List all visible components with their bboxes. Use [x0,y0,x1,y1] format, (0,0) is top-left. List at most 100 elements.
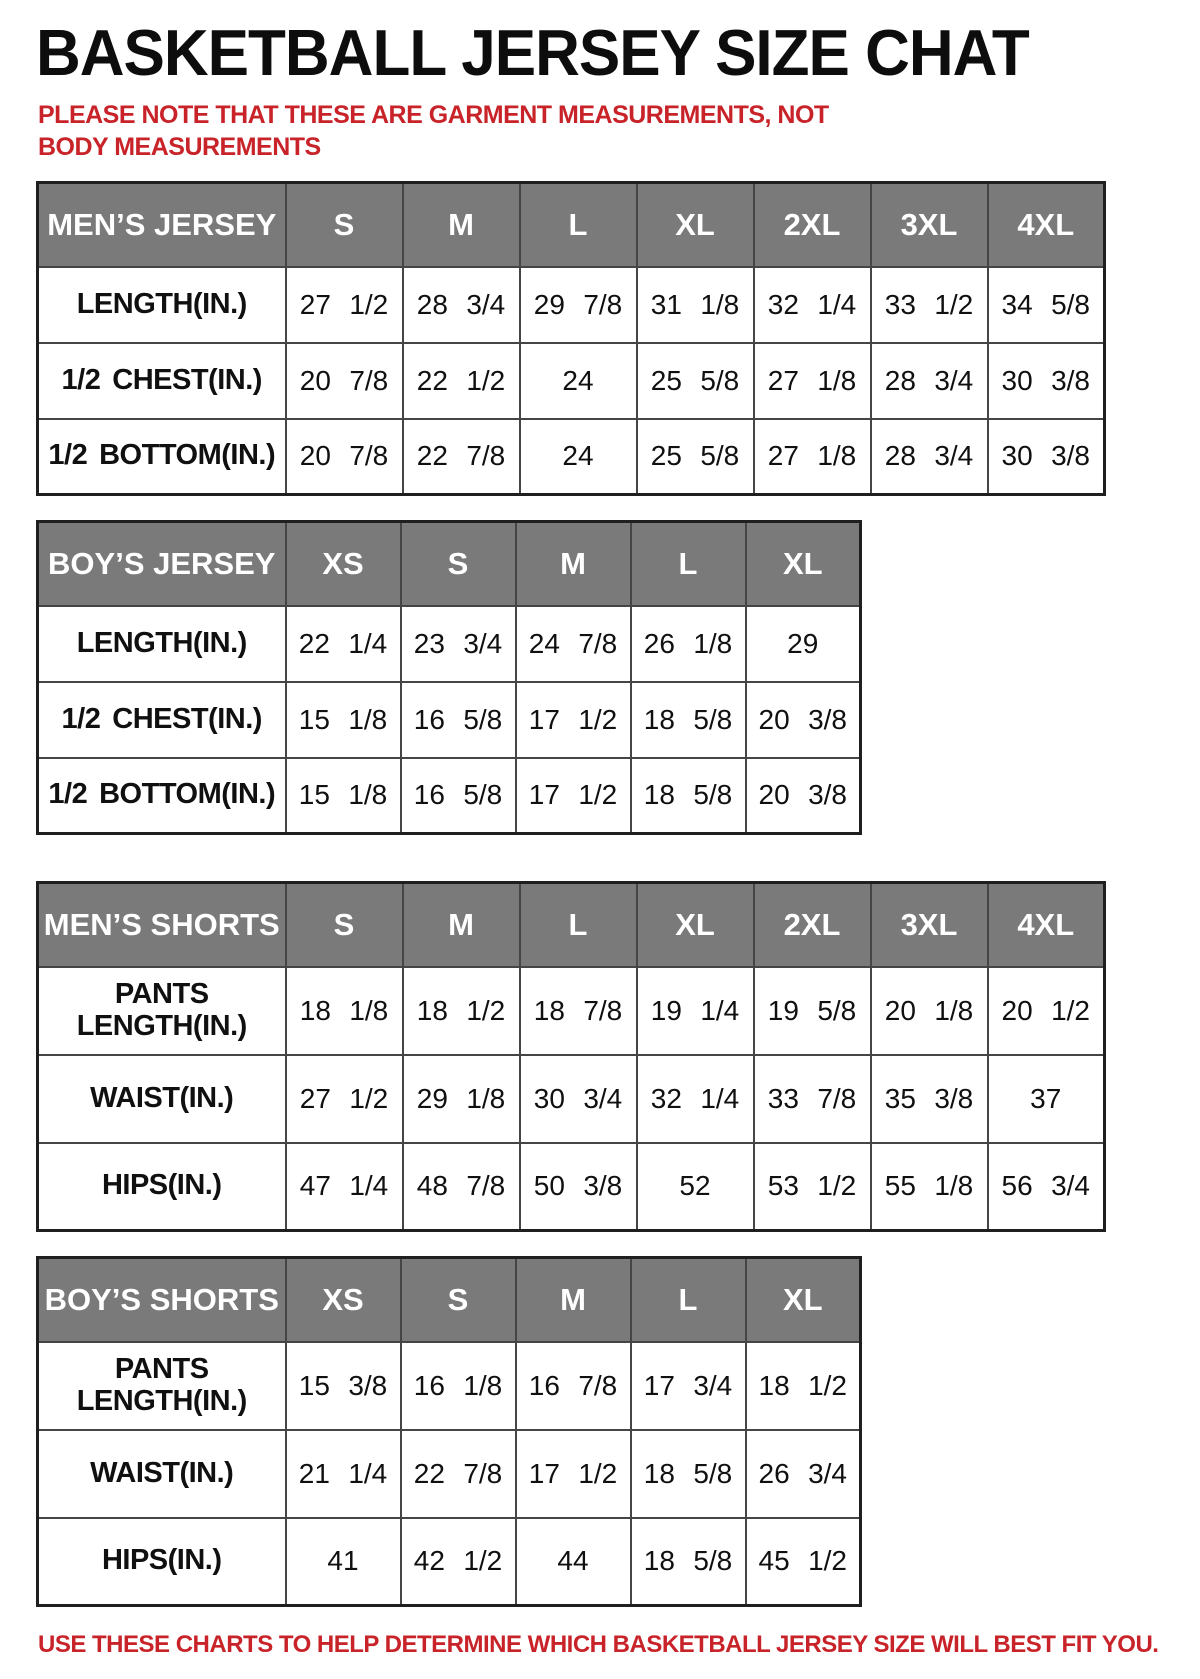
size-column-header: 3XL [869,181,989,268]
size-value-cell: 48 7/8 [401,1141,521,1232]
size-value-cell: 23 3/4 [399,604,517,683]
size-value-cell: 18 7/8 [518,965,638,1056]
size-value-cell: 18 5/8 [629,1516,747,1607]
size-value-cell: 29 1/8 [401,1053,521,1144]
size-value-cell: 18 5/8 [629,1428,747,1519]
size-value-cell: 18 1/2 [744,1340,862,1431]
size-column-header: M [401,881,521,968]
row-label: WAIST(IN.) [36,1053,287,1144]
size-value-cell: 18 5/8 [629,680,747,759]
size-value-cell: 27 1/2 [284,1053,404,1144]
size-value-cell: 28 3/4 [401,265,521,344]
table-row: HIPS(IN.) 41 42 1/2 44 18 5/8 45 1/2 [36,1516,862,1607]
size-value-cell: 16 5/8 [399,680,517,759]
size-column-header: XS [284,520,402,607]
size-value-cell: 16 7/8 [514,1340,632,1431]
size-value-cell: 20 1/8 [869,965,989,1056]
size-value-cell: 17 1/2 [514,1428,632,1519]
size-value-cell: 20 3/8 [744,680,862,759]
size-column-header: M [514,520,632,607]
size-value-cell: 30 3/8 [986,417,1106,496]
size-column-header: L [629,1256,747,1343]
table-row: PANTS LENGTH(IN.) 15 3/8 16 1/8 16 7/8 17 3/… [36,1340,862,1431]
size-column-header: XL [635,881,755,968]
size-value-cell: 22 7/8 [401,417,521,496]
size-column-header: M [514,1256,632,1343]
row-label: 1/2 CHEST(IN.) [36,680,287,759]
size-value-cell: 33 7/8 [752,1053,872,1144]
size-value-cell: 52 [635,1141,755,1232]
table-row: LENGTH(IN.) 27 1/2 28 3/4 29 7/8 31 1/8 32 1/… [36,265,1106,344]
size-column-header: M [401,181,521,268]
row-label: LENGTH(IN.) [36,265,287,344]
size-value-cell: 31 1/8 [635,265,755,344]
size-value-cell: 24 7/8 [514,604,632,683]
size-value-cell: 47 1/4 [284,1141,404,1232]
table-header-row: MEN’S SHORTS S M L XL 2XL 3XL 4XL [36,881,1106,968]
table-title-cell: BOY’S JERSEY [36,520,287,607]
row-label: 1/2 BOTTOM(IN.) [36,756,287,835]
table-row: WAIST(IN.) 21 1/4 22 7/8 17 1/2 18 5/8 26 3/4 [36,1428,862,1519]
size-value-cell: 26 3/4 [744,1428,862,1519]
size-column-header: 2XL [752,181,872,268]
table-row: PANTS LENGTH(IN.) 18 1/8 18 1/2 18 7/8 19 1/… [36,965,1106,1056]
size-value-cell: 22 1/4 [284,604,402,683]
size-value-cell: 53 1/2 [752,1141,872,1232]
size-value-cell: 30 3/4 [518,1053,638,1144]
size-column-header: S [399,1256,517,1343]
size-value-cell: 15 3/8 [284,1340,402,1431]
size-value-cell: 19 5/8 [752,965,872,1056]
size-value-cell: 20 7/8 [284,417,404,496]
size-column-header: XL [635,181,755,268]
size-column-header: XL [744,1256,862,1343]
size-value-cell: 17 3/4 [629,1340,747,1431]
row-label: HIPS(IN.) [36,1516,287,1607]
size-value-cell: 26 1/8 [629,604,747,683]
size-value-cell: 28 3/4 [869,417,989,496]
row-label: HIPS(IN.) [36,1141,287,1232]
size-column-header: S [399,520,517,607]
size-table-boys-shorts: BOY’S SHORTS XS S M L XL PANTS LENGTH(IN.) 15 3… [36,1256,862,1608]
size-value-cell: 22 7/8 [399,1428,517,1519]
size-value-cell: 25 5/8 [635,341,755,420]
size-table-boys-jersey: BOY’S JERSEY XS S M L XL LENGTH(IN.) 22 1/4 23 3… [36,520,862,836]
table-header-row: BOY’S SHORTS XS S M L XL [36,1256,862,1343]
size-value-cell: 18 5/8 [629,756,747,835]
row-label: 1/2 CHEST(IN.) [36,341,287,420]
table-title-cell: BOY’S SHORTS [36,1256,287,1343]
size-value-cell: 35 3/8 [869,1053,989,1144]
row-label: PANTS LENGTH(IN.) [36,965,287,1056]
size-value-cell: 27 1/8 [752,417,872,496]
table-row: 1/2 BOTTOM(IN.) 20 7/8 22 7/8 24 25 5/8 27 1/… [36,417,1106,496]
garment-measurement-note: PLEASE NOTE THAT THESE ARE GARMENT MEASU… [38,101,829,162]
row-label: PANTS LENGTH(IN.) [36,1340,287,1431]
size-column-header: S [284,181,404,268]
size-value-cell: 28 3/4 [869,341,989,420]
page-title: BASKETBALL JERSEY SIZE CHAT [36,17,1030,90]
size-value-cell: 27 1/2 [284,265,404,344]
size-column-header: XS [284,1256,402,1343]
row-label: WAIST(IN.) [36,1428,287,1519]
size-value-cell: 50 3/8 [518,1141,638,1232]
row-label: 1/2 BOTTOM(IN.) [36,417,287,496]
table-row: WAIST(IN.) 27 1/2 29 1/8 30 3/4 32 1/4 33 7/8… [36,1053,1106,1144]
size-column-header: L [518,881,638,968]
size-value-cell: 45 1/2 [744,1516,862,1607]
size-value-cell: 30 3/8 [986,341,1106,420]
size-value-cell: 41 [284,1516,402,1607]
size-value-cell: 33 1/2 [869,265,989,344]
size-value-cell: 20 7/8 [284,341,404,420]
size-column-header: L [518,181,638,268]
size-value-cell: 20 3/8 [744,756,862,835]
size-table-mens-shorts: MEN’S SHORTS S M L XL 2XL 3XL 4XL PANTS LENGTH(I… [36,881,1106,1233]
size-column-header: 4XL [986,881,1106,968]
size-value-cell: 29 7/8 [518,265,638,344]
size-column-header: 3XL [869,881,989,968]
table-row: LENGTH(IN.) 22 1/4 23 3/4 24 7/8 26 1/8 29 [36,604,862,683]
size-value-cell: 25 5/8 [635,417,755,496]
size-column-header: 4XL [986,181,1106,268]
size-value-cell: 32 1/4 [752,265,872,344]
size-column-header: L [629,520,747,607]
size-value-cell: 34 5/8 [986,265,1106,344]
